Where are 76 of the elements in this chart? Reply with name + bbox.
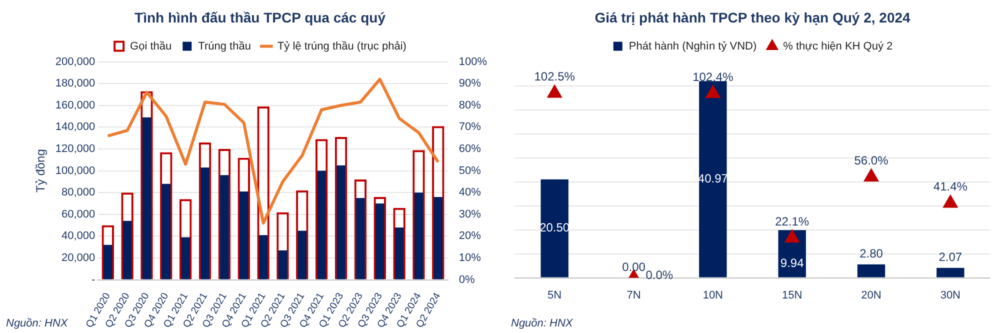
data-label: 102.4% <box>692 70 734 84</box>
bar <box>258 235 268 280</box>
data-label: 9.94 <box>780 256 804 270</box>
y2-tick-label: 80% <box>458 99 482 112</box>
data-label: 0.0% <box>646 268 674 282</box>
y-tick-label: 20,000 <box>62 252 96 264</box>
text: Nguồn: HNX <box>6 318 68 330</box>
data-label: 40.97 <box>698 172 728 186</box>
data-label: 56.0% <box>854 153 889 168</box>
x-tick-label: 15N <box>782 289 802 302</box>
bar <box>142 117 152 280</box>
y2-tick-label: 90% <box>458 78 482 90</box>
y-tick-label: 180,000 <box>55 78 96 90</box>
x-tick-label: 5N <box>548 289 562 302</box>
bar <box>220 175 229 280</box>
bar <box>181 237 190 280</box>
legend-label: Trúng thầu <box>198 40 251 52</box>
x-tick-label: 7N <box>626 289 641 302</box>
text: Nguồn: HNX <box>511 318 574 330</box>
data-label: 2.07 <box>938 250 962 264</box>
point <box>705 84 720 98</box>
y-tick-label: 60,000 <box>62 208 96 220</box>
point <box>864 168 879 182</box>
y-tick-label: 160,000 <box>55 99 96 112</box>
legend-label: Gọi thầu <box>130 40 172 52</box>
data-label: 0.00 <box>622 260 646 274</box>
bar <box>278 250 288 280</box>
x-tick-label: 30N <box>940 289 961 302</box>
bar <box>394 227 404 280</box>
bar <box>317 170 326 280</box>
y2-tick-label: 50% <box>458 164 482 177</box>
bar <box>699 81 727 278</box>
point <box>784 230 800 243</box>
bar <box>200 168 210 280</box>
bar <box>540 179 568 278</box>
bar <box>104 244 112 280</box>
y2-tick-label: 30% <box>458 208 482 220</box>
y2-tick-label: 40% <box>458 186 482 199</box>
y-tick-label: - <box>91 274 96 286</box>
bar <box>298 230 307 280</box>
chart-title: Tình hình đấu thầu TPCP qua các quý <box>134 9 386 26</box>
y2-tick-label: 60% <box>458 143 482 156</box>
y-tick-label: 200,000 <box>55 56 96 68</box>
point <box>547 84 562 98</box>
legend-label: Tỷ lệ trúng thầu (trục phải) <box>277 40 406 52</box>
y2-tick-label: 70% <box>458 121 482 134</box>
bar <box>122 220 132 280</box>
y-tick-label: 40,000 <box>62 230 96 242</box>
y2-tick-label: 0% <box>458 274 475 286</box>
legend-label: Phát hành (Nghìn tỷ VND) <box>628 40 757 52</box>
data-label: 102.5% <box>534 70 576 84</box>
legend-label: % thực hiện KH Quý 2 <box>783 40 893 52</box>
data-label: 41.4% <box>933 180 968 194</box>
y-tick-label: 120,000 <box>55 143 96 156</box>
x-tick-label: 20N <box>861 289 882 302</box>
bar <box>414 192 424 280</box>
y-tick-label: 140,000 <box>55 121 96 134</box>
data-label: 2.80 <box>860 246 884 261</box>
y2-tick-label: 10% <box>458 252 482 264</box>
bar <box>356 198 365 280</box>
chart-title: Giá trị phát hành TPCP theo kỳ hạn Quý 2, 2024 <box>594 9 911 26</box>
bar <box>240 191 248 280</box>
y-axis-title: Tỷ đồng <box>34 149 48 192</box>
bar <box>162 184 171 280</box>
y2-tick-label: 20% <box>458 230 482 242</box>
x-tick-label: 10N <box>702 289 724 302</box>
data-label: 22.1% <box>775 214 810 228</box>
bar <box>434 196 443 280</box>
bar <box>336 165 346 280</box>
point <box>942 194 958 208</box>
y-tick-label: 100,000 <box>55 164 96 177</box>
bar <box>857 264 886 278</box>
y2-tick-label: 100% <box>458 56 488 68</box>
y-tick-label: 80,000 <box>62 186 96 199</box>
bar <box>936 268 964 278</box>
bar <box>375 203 384 280</box>
